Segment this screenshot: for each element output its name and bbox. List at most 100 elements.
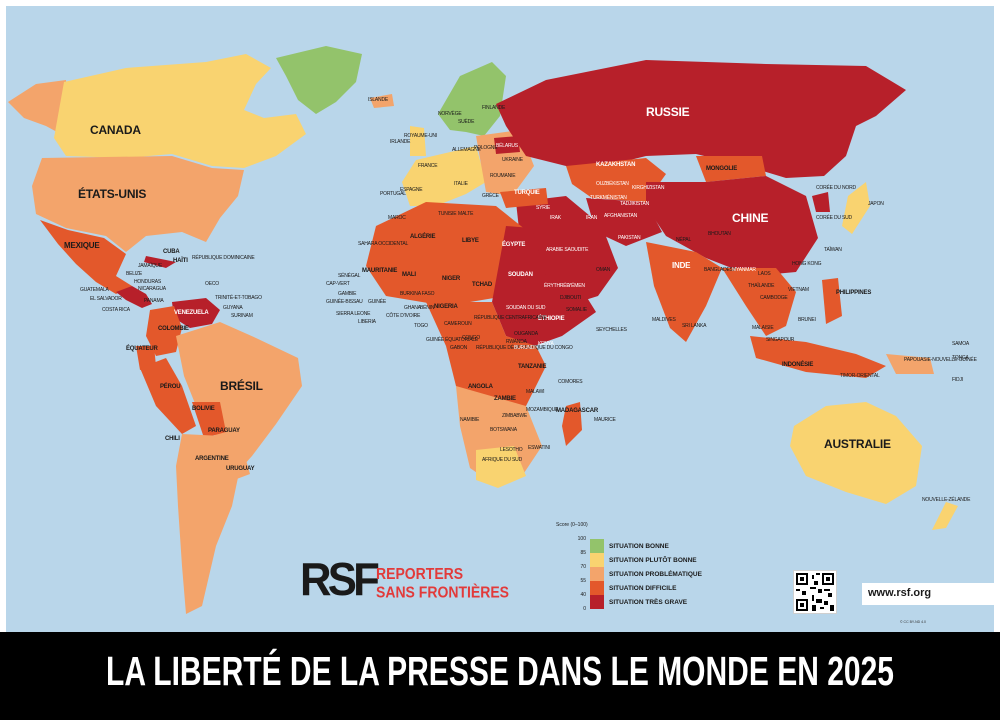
label-honduras: HONDURAS (134, 279, 162, 285)
label-malte: MALTE (458, 211, 474, 217)
region-russie (496, 60, 906, 178)
region-alaska (8, 80, 68, 138)
label-bangladesh: BANGLADESH (704, 267, 737, 273)
label-senegal: SÉNÉGAL (338, 273, 361, 279)
label-haiti: HAÏTI (173, 258, 188, 264)
legend-scale-value: 55 (580, 578, 586, 584)
region-afrique-centrale (426, 302, 546, 416)
label-inde: INDE (672, 261, 691, 270)
label-somalie: SOMALIE (566, 307, 587, 313)
label-belize: BELIZE (126, 271, 143, 277)
website-link[interactable]: www.rsf.org (868, 587, 932, 599)
label-sri-lanka: SRI LANKA (682, 323, 707, 329)
region-madagascar (562, 402, 582, 446)
page-title: LA LIBERTÉ DE LA PRESSE DANS LE MONDE EN… (106, 650, 894, 695)
label-indonesie: INDONÉSIE (782, 362, 814, 368)
label-togo: TOGO (414, 323, 428, 329)
label-tchad: TCHAD (472, 282, 492, 288)
label-grece: GRÈCE (482, 193, 499, 199)
label-libye: LIBYE (462, 238, 479, 244)
region-islande (370, 94, 394, 108)
label-madagascar: MADAGASCAR (556, 408, 598, 414)
label-hong-kong: HONG KONG (792, 261, 822, 267)
label-kirghizistan: KIRGHIZISTAN (632, 185, 665, 191)
label-suede: SUÈDE (458, 119, 475, 125)
label-brunei: BRUNEI (798, 317, 816, 323)
label-niger: NIGER (442, 276, 461, 282)
legend-scale-value: 85 (580, 550, 586, 556)
label-benin: BÉNIN (420, 305, 435, 311)
label-nicaragua: NICARAGUA (138, 286, 166, 292)
label-colombie: COLOMBIE (158, 326, 189, 332)
region-royaume-uni (410, 126, 426, 156)
label-arabie-saoudite: ARABIE SAOUDITE (546, 247, 589, 253)
label-sierra-leone: SIERRA LEONE (336, 311, 371, 317)
region-colombie (146, 306, 182, 356)
label-djibouti: DJIBOUTI (560, 295, 582, 301)
label-el-salvador: EL SALVADOR (90, 296, 122, 302)
label-oman: OMAN (596, 267, 611, 273)
region-argentine-chili (176, 434, 240, 614)
label-chili: CHILI (165, 436, 180, 442)
label-tunisie: TUNISIE (438, 211, 457, 217)
label-yemen: YÉMEN (568, 283, 585, 289)
label-burkina: BURKINA FASO (400, 291, 435, 297)
legend-swatch (590, 539, 604, 553)
region-europe-est (476, 130, 534, 196)
label-congo: CONGO (462, 335, 480, 341)
region-kazakhstan (566, 158, 666, 202)
label-laos: LAOS (758, 271, 771, 277)
label-comores: COMORES (558, 379, 583, 385)
label-russie: RUSSIE (646, 105, 690, 119)
label-italie: ITALIE (454, 181, 468, 187)
label-thailande: THAÏLANDE (748, 283, 775, 289)
region-etats-unis (32, 156, 244, 252)
website-box[interactable]: www.rsf.org (862, 583, 994, 605)
label-papouasie: PAPOUASIE-NOUVELLE-GUINÉE (904, 357, 977, 363)
label-pologne: POLOGNE (474, 145, 498, 151)
rsf-name-line2: SANS FRONTIÈRES (376, 582, 510, 601)
label-soudan: SOUDAN (508, 272, 533, 278)
region-turquie (500, 188, 548, 208)
label-lesotho: LESOTHO (500, 447, 523, 453)
label-eswatini: ESWATINI (528, 445, 551, 451)
label-ukraine: UKRAINE (502, 157, 523, 163)
label-ouganda: OUGANDA (514, 331, 538, 337)
label-rep-dominicaine: RÉPUBLIQUE DOMINICAINE (192, 255, 255, 261)
label-australie: AUSTRALIE (824, 437, 891, 451)
legend-scale-value: 70 (580, 564, 586, 570)
world-map-svg (8, 46, 958, 614)
label-mozambique: MOZAMBIQUE (526, 407, 559, 413)
label-taiwan: TAÏWAN (824, 247, 842, 253)
label-zimbabwe: ZIMBABWE (502, 413, 528, 419)
label-turkmenistan: TURKMÉNISTAN (590, 195, 627, 201)
label-espagne: ESPAGNE (400, 187, 423, 193)
region-scandinavie (438, 62, 506, 136)
label-timor: TIMOR-ORIENTAL (840, 373, 880, 379)
qr-code[interactable] (793, 570, 837, 614)
label-equateur: ÉQUATEUR (126, 346, 158, 352)
label-irlande: IRLANDE (390, 139, 411, 145)
label-allemagne: ALLEMAGNE (452, 147, 481, 153)
label-portugal: PORTUGAL (380, 191, 406, 197)
label-belarus: BÉLARUS (496, 143, 518, 149)
label-seychelles: SEYCHELLES (596, 327, 627, 333)
label-burundi: BURUNDI (514, 345, 536, 351)
region-cuba (144, 256, 176, 268)
label-samoa: SAMOA (952, 341, 970, 347)
legend-swatch (590, 553, 604, 567)
label-turquie: TURQUIE (514, 190, 540, 196)
label-trinite: TRINITÉ-ET-TOBAGO (215, 295, 262, 301)
label-cap-vert: CAP-VERT (326, 281, 350, 287)
label-mexique: MEXIQUE (64, 241, 100, 250)
region-corne-afrique (492, 226, 596, 346)
label-syrie: SYRIE (536, 205, 551, 211)
label-guinee: GUINÉE (368, 299, 386, 305)
label-argentine: ARGENTINE (195, 456, 229, 462)
label-mali: MALI (402, 272, 416, 278)
label-nepal: NÉPAL (676, 237, 692, 243)
label-tonga: TONGA (952, 355, 969, 361)
label-maurice: MAURICE (594, 417, 616, 423)
qr-code-graphic (794, 571, 836, 613)
label-kenya: KENYA (538, 341, 554, 347)
